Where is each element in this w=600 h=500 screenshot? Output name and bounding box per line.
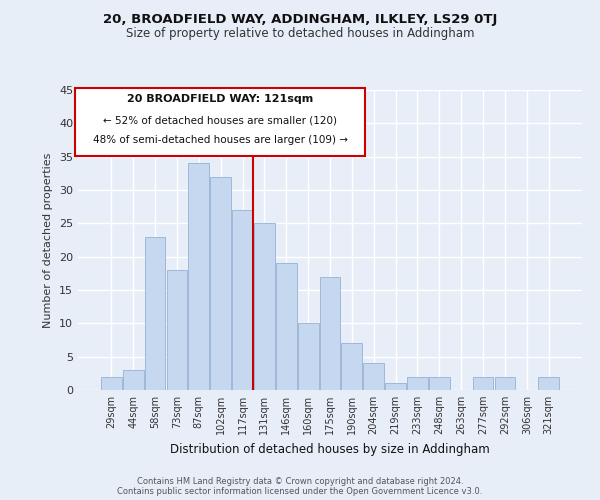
Bar	[364, 364, 384, 390]
Bar	[210, 176, 231, 390]
Bar	[188, 164, 209, 390]
Y-axis label: Number of detached properties: Number of detached properties	[43, 152, 53, 328]
Text: Contains public sector information licensed under the Open Government Licence v3: Contains public sector information licen…	[118, 487, 482, 496]
Bar	[254, 224, 275, 390]
Bar	[407, 376, 428, 390]
Bar	[494, 376, 515, 390]
Bar	[538, 376, 559, 390]
Bar	[385, 384, 406, 390]
Bar	[473, 376, 493, 390]
FancyBboxPatch shape	[76, 88, 365, 156]
Text: Contains HM Land Registry data © Crown copyright and database right 2024.: Contains HM Land Registry data © Crown c…	[137, 477, 463, 486]
Bar	[429, 376, 450, 390]
Bar	[101, 376, 122, 390]
Bar	[320, 276, 340, 390]
Bar	[298, 324, 319, 390]
Text: 20, BROADFIELD WAY, ADDINGHAM, ILKLEY, LS29 0TJ: 20, BROADFIELD WAY, ADDINGHAM, ILKLEY, L…	[103, 12, 497, 26]
X-axis label: Distribution of detached houses by size in Addingham: Distribution of detached houses by size …	[170, 442, 490, 456]
Text: Size of property relative to detached houses in Addingham: Size of property relative to detached ho…	[126, 28, 474, 40]
Text: 20 BROADFIELD WAY: 121sqm: 20 BROADFIELD WAY: 121sqm	[127, 94, 314, 104]
Bar	[341, 344, 362, 390]
Bar	[232, 210, 253, 390]
Bar	[167, 270, 187, 390]
Bar	[145, 236, 166, 390]
Bar	[276, 264, 296, 390]
Bar	[123, 370, 143, 390]
Text: 48% of semi-detached houses are larger (109) →: 48% of semi-detached houses are larger (…	[93, 135, 348, 145]
Text: ← 52% of detached houses are smaller (120): ← 52% of detached houses are smaller (12…	[103, 116, 337, 126]
